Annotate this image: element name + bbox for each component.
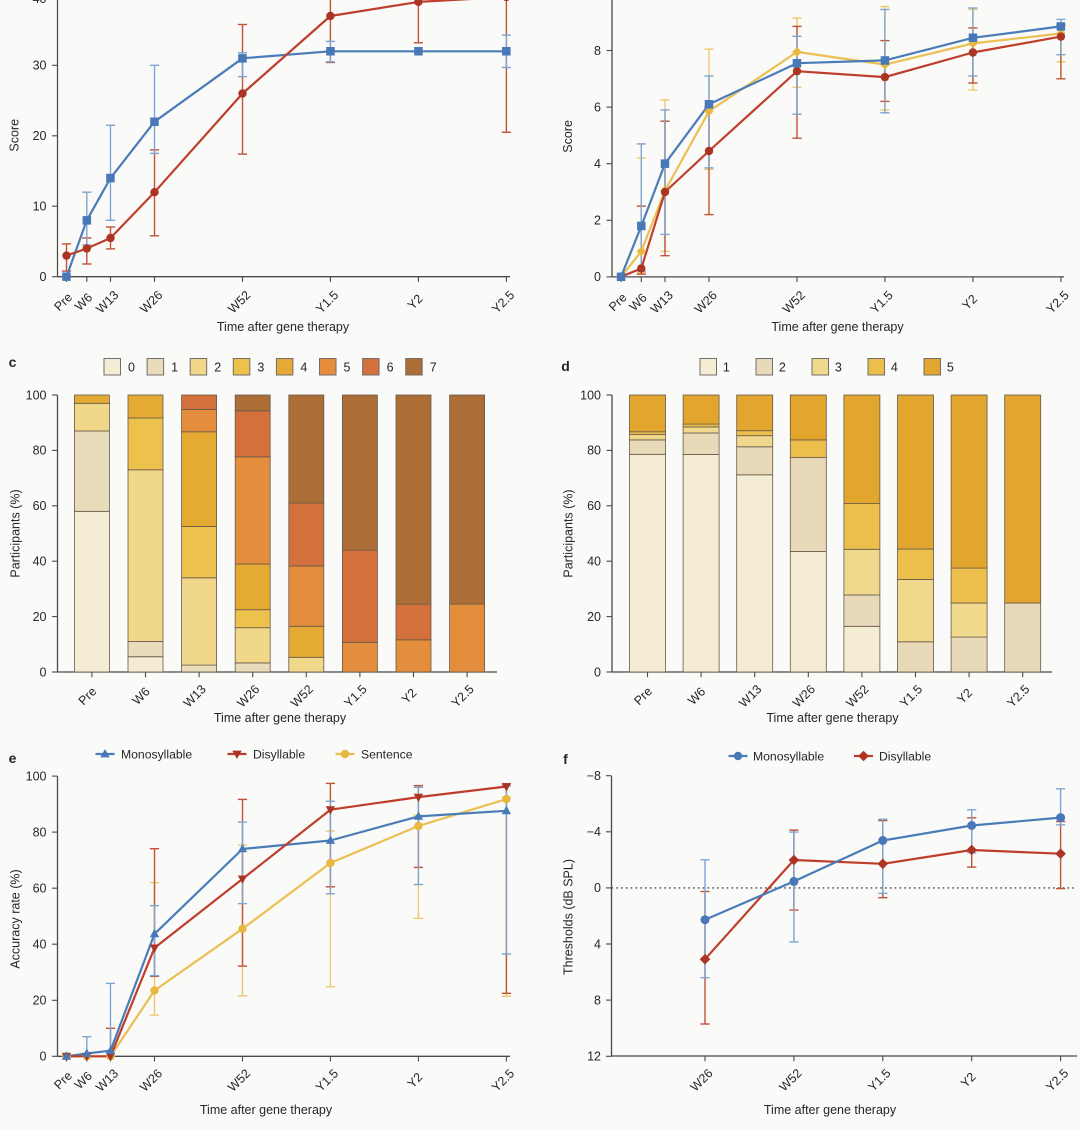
svg-text:d: d [561, 358, 570, 374]
svg-text:Time after gene therapy: Time after gene therapy [771, 320, 904, 334]
svg-text:100: 100 [580, 388, 601, 402]
svg-text:100: 100 [26, 769, 47, 783]
svg-text:Disyllable: Disyllable [253, 748, 305, 762]
svg-text:12: 12 [587, 1050, 601, 1064]
svg-text:100: 100 [26, 388, 47, 402]
svg-text:Monosyllable: Monosyllable [121, 748, 192, 762]
svg-text:20: 20 [587, 610, 601, 624]
svg-text:40: 40 [33, 938, 47, 952]
svg-text:0: 0 [594, 881, 601, 895]
svg-text:60: 60 [33, 882, 47, 896]
svg-text:0: 0 [594, 665, 601, 679]
svg-text:40: 40 [587, 555, 601, 569]
svg-text:Time after gene therapy: Time after gene therapy [217, 320, 350, 334]
svg-text:60: 60 [33, 499, 47, 513]
svg-text:2: 2 [594, 214, 601, 228]
svg-text:6: 6 [594, 100, 601, 114]
svg-text:Time after gene therapy: Time after gene therapy [764, 1103, 897, 1117]
svg-text:4: 4 [300, 361, 307, 375]
svg-text:0: 0 [40, 665, 47, 679]
svg-text:80: 80 [587, 444, 601, 458]
svg-text:Thresholds (dB SPL): Thresholds (dB SPL) [561, 859, 575, 975]
svg-text:e: e [9, 750, 17, 766]
svg-text:20: 20 [33, 610, 47, 624]
svg-text:f: f [563, 751, 568, 767]
svg-text:60: 60 [587, 499, 601, 513]
svg-text:40: 40 [33, 555, 47, 569]
svg-text:3: 3 [257, 361, 264, 375]
svg-text:−8: −8 [587, 769, 601, 783]
svg-text:4: 4 [594, 937, 601, 951]
svg-text:20: 20 [33, 994, 47, 1008]
svg-text:7: 7 [430, 361, 437, 375]
svg-text:2: 2 [214, 361, 221, 375]
svg-text:30: 30 [33, 59, 47, 73]
svg-text:Score: Score [8, 119, 22, 152]
svg-text:Time after gene therapy: Time after gene therapy [214, 711, 347, 725]
svg-text:Accuracy rate (%): Accuracy rate (%) [9, 869, 23, 968]
svg-text:1: 1 [171, 361, 178, 375]
svg-text:20: 20 [33, 129, 47, 143]
svg-text:6: 6 [387, 361, 394, 375]
svg-text:40: 40 [33, 0, 47, 6]
svg-text:0: 0 [40, 270, 47, 284]
svg-text:Score: Score [561, 120, 575, 153]
svg-text:c: c [9, 354, 17, 370]
svg-text:4: 4 [594, 157, 601, 171]
svg-text:Time after gene therapy: Time after gene therapy [766, 711, 899, 725]
svg-text:2: 2 [779, 361, 786, 375]
svg-text:Participants (%): Participants (%) [562, 489, 576, 577]
svg-text:Time after gene therapy: Time after gene therapy [200, 1103, 333, 1117]
svg-text:Participants (%): Participants (%) [8, 489, 22, 577]
svg-text:Monosyllable: Monosyllable [753, 750, 824, 764]
svg-text:80: 80 [33, 825, 47, 839]
svg-text:Sentence: Sentence [361, 748, 413, 762]
svg-text:Disyllable: Disyllable [879, 750, 931, 764]
svg-text:5: 5 [947, 361, 954, 375]
svg-text:−4: −4 [587, 825, 601, 839]
svg-text:4: 4 [891, 361, 898, 375]
svg-text:5: 5 [344, 361, 351, 375]
svg-text:80: 80 [33, 444, 47, 458]
svg-text:0: 0 [128, 361, 135, 375]
svg-text:0: 0 [40, 1050, 47, 1064]
svg-text:0: 0 [594, 270, 601, 284]
svg-text:10: 10 [33, 200, 47, 214]
svg-text:3: 3 [835, 361, 842, 375]
svg-text:1: 1 [723, 361, 730, 375]
svg-text:8: 8 [594, 993, 601, 1007]
svg-text:8: 8 [594, 44, 601, 58]
